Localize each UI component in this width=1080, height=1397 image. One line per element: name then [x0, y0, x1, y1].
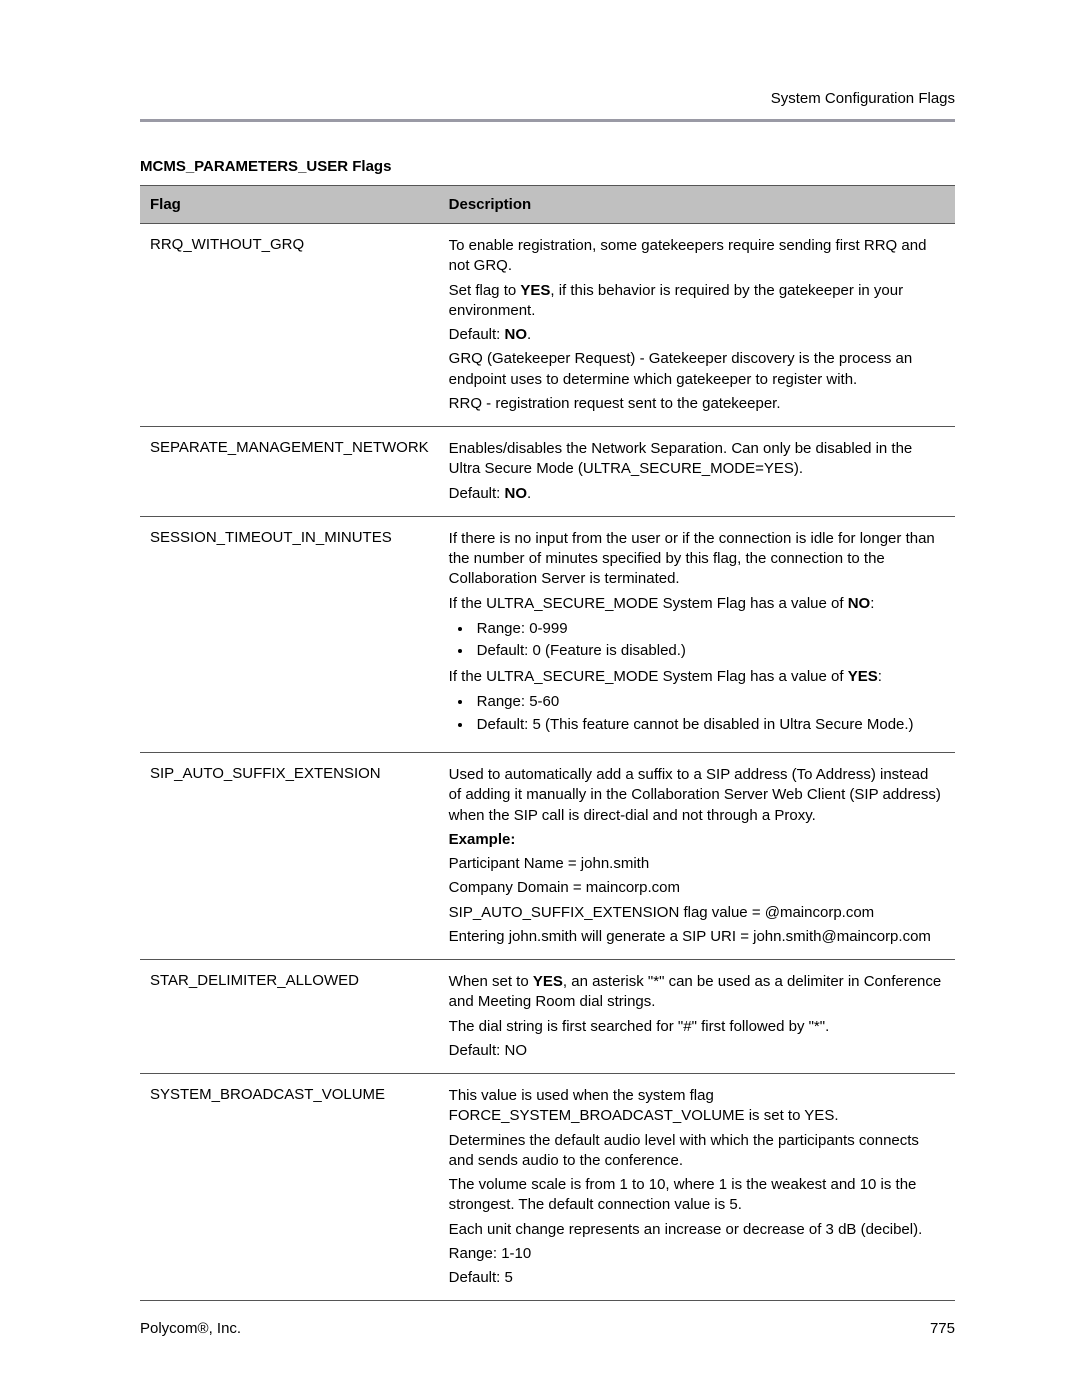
desc-line: Determines the default audio level with …: [449, 1131, 945, 1172]
flag-name: SIP_AUTO_SUFFIX_EXTENSION: [140, 753, 439, 960]
flag-description: When set to YES, an asterisk "*" can be …: [439, 960, 955, 1074]
desc-line: RRQ - registration request sent to the g…: [449, 394, 945, 414]
table-header-row: Flag Description: [140, 186, 955, 224]
flags-table: Flag Description RRQ_WITHOUT_GRQ To enab…: [140, 185, 955, 1301]
desc-list: Range: 0-999 Default: 0 (Feature is disa…: [449, 618, 945, 663]
col-header-flag: Flag: [140, 186, 439, 224]
table-title: MCMS_PARAMETERS_USER Flags: [140, 158, 955, 175]
desc-text: Default:: [449, 326, 505, 343]
page-footer: Polycom®, Inc. 775: [140, 1320, 955, 1337]
desc-line: The dial string is first searched for "#…: [449, 1017, 945, 1037]
desc-line: If the ULTRA_SECURE_MODE System Flag has…: [449, 667, 945, 687]
desc-line: The volume scale is from 1 to 10, where …: [449, 1175, 945, 1216]
desc-text: :: [878, 668, 882, 685]
desc-line: Each unit change represents an increase …: [449, 1220, 945, 1240]
desc-line: This value is used when the system flag …: [449, 1086, 945, 1127]
flag-description: Used to automatically add a suffix to a …: [439, 753, 955, 960]
footer-company: Polycom®, Inc.: [140, 1320, 241, 1337]
table-row: SYSTEM_BROADCAST_VOLUME This value is us…: [140, 1074, 955, 1301]
flag-name: SEPARATE_MANAGEMENT_NETWORK: [140, 427, 439, 517]
table-row: SESSION_TIMEOUT_IN_MINUTES If there is n…: [140, 516, 955, 752]
desc-text: .: [527, 485, 531, 502]
table-row: STAR_DELIMITER_ALLOWED When set to YES, …: [140, 960, 955, 1074]
desc-text: Set flag to: [449, 282, 521, 299]
flag-name: RRQ_WITHOUT_GRQ: [140, 224, 439, 427]
desc-text: .: [527, 326, 531, 343]
desc-line: GRQ (Gatekeeper Request) - Gatekeeper di…: [449, 349, 945, 390]
desc-line: Set flag to YES, if this behavior is req…: [449, 281, 945, 322]
table-row: RRQ_WITHOUT_GRQ To enable registration, …: [140, 224, 955, 427]
desc-line: When set to YES, an asterisk "*" can be …: [449, 972, 945, 1013]
list-item: Range: 5-60: [473, 691, 945, 714]
list-item: Default: 0 (Feature is disabled.): [473, 640, 945, 663]
desc-line: Default: 5: [449, 1268, 945, 1288]
desc-bold: YES: [520, 282, 550, 299]
desc-text: If the ULTRA_SECURE_MODE System Flag has…: [449, 595, 848, 612]
desc-line: Default: NO: [449, 1041, 945, 1061]
list-item: Default: 5 (This feature cannot be disab…: [473, 714, 945, 737]
desc-bold: NO: [505, 485, 528, 502]
section-header: System Configuration Flags: [140, 90, 955, 122]
desc-line: To enable registration, some gatekeepers…: [449, 236, 945, 277]
flag-description: To enable registration, some gatekeepers…: [439, 224, 955, 427]
desc-line: Range: 1-10: [449, 1244, 945, 1264]
desc-bold: NO: [505, 326, 528, 343]
desc-text: When set to: [449, 973, 533, 990]
flag-description: If there is no input from the user or if…: [439, 516, 955, 752]
desc-line: If the ULTRA_SECURE_MODE System Flag has…: [449, 594, 945, 614]
desc-list: Range: 5-60 Default: 5 (This feature can…: [449, 691, 945, 736]
flag-name: SYSTEM_BROADCAST_VOLUME: [140, 1074, 439, 1301]
page-container: System Configuration Flags MCMS_PARAMETE…: [0, 0, 1080, 1397]
desc-bold: YES: [848, 668, 878, 685]
desc-text: If the ULTRA_SECURE_MODE System Flag has…: [449, 668, 848, 685]
section-title: System Configuration Flags: [771, 90, 955, 107]
desc-line: Enables/disables the Network Separation.…: [449, 439, 945, 480]
desc-line: Default: NO.: [449, 325, 945, 345]
desc-line: Entering john.smith will generate a SIP …: [449, 927, 945, 947]
flag-description: Enables/disables the Network Separation.…: [439, 427, 955, 517]
desc-text: Default:: [449, 485, 505, 502]
table-row: SEPARATE_MANAGEMENT_NETWORK Enables/disa…: [140, 427, 955, 517]
desc-text: :: [870, 595, 874, 612]
flag-description: This value is used when the system flag …: [439, 1074, 955, 1301]
list-item: Range: 0-999: [473, 618, 945, 641]
desc-line: If there is no input from the user or if…: [449, 529, 945, 590]
table-row: SIP_AUTO_SUFFIX_EXTENSION Used to automa…: [140, 753, 955, 960]
desc-line: SIP_AUTO_SUFFIX_EXTENSION flag value = @…: [449, 903, 945, 923]
footer-page-number: 775: [930, 1320, 955, 1337]
desc-line: Default: NO.: [449, 484, 945, 504]
desc-line: Participant Name = john.smith: [449, 854, 945, 874]
desc-line: Used to automatically add a suffix to a …: [449, 765, 945, 826]
flag-name: SESSION_TIMEOUT_IN_MINUTES: [140, 516, 439, 752]
desc-bold: YES: [533, 973, 563, 990]
desc-bold-line: Example:: [449, 830, 945, 850]
col-header-description: Description: [439, 186, 955, 224]
desc-bold: NO: [848, 595, 871, 612]
desc-line: Company Domain = maincorp.com: [449, 878, 945, 898]
flag-name: STAR_DELIMITER_ALLOWED: [140, 960, 439, 1074]
